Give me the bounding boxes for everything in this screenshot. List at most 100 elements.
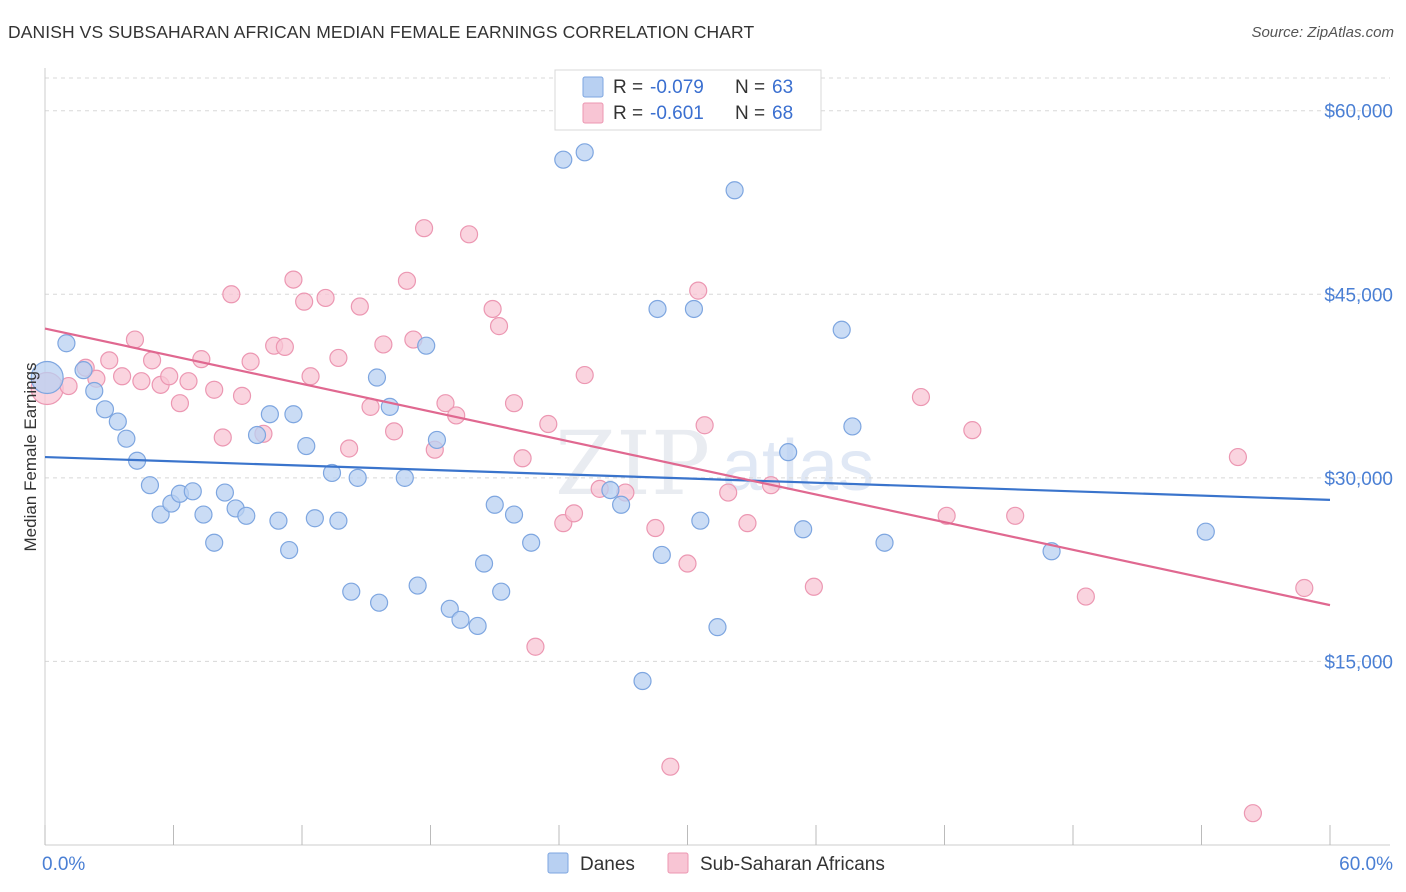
point-danes-36 xyxy=(440,599,459,618)
point-danes-19 xyxy=(260,405,279,424)
point-ssa-30 xyxy=(374,335,393,354)
bottom-legend-label-ssa: Sub-Saharan Africans xyxy=(700,854,885,875)
point-ssa-11 xyxy=(170,394,190,413)
point-ssa-41 xyxy=(504,394,524,413)
legend-swatch-danes xyxy=(582,76,604,98)
point-danes-32 xyxy=(395,468,414,487)
point-ssa-36 xyxy=(436,394,455,413)
point-danes-24 xyxy=(305,509,324,528)
point-ssa-18 xyxy=(241,352,260,371)
legend-r-value-1: -0.079 xyxy=(650,77,704,98)
point-ssa-23 xyxy=(295,292,314,311)
legend-r-label-1: R = xyxy=(613,77,643,98)
point-danes-28 xyxy=(348,468,367,487)
trend-line-ssa xyxy=(44,327,1331,607)
point-ssa-64 xyxy=(1228,447,1248,467)
point-ssa-16 xyxy=(222,285,241,304)
point-danes-6 xyxy=(117,429,136,448)
point-danes-23 xyxy=(297,436,316,456)
point-danes-46 xyxy=(601,480,620,500)
point-ssa-44 xyxy=(539,414,558,434)
point-ssa-39 xyxy=(483,299,502,319)
x-tick-label-min: 0.0% xyxy=(42,854,85,875)
point-danes-0 xyxy=(30,360,64,395)
point-danes-18 xyxy=(247,425,267,445)
watermark: ZIP atlas xyxy=(555,412,874,515)
point-danes-57 xyxy=(832,320,851,339)
point-danes-5 xyxy=(108,412,127,431)
y-tick-label-3: $60,000 xyxy=(1324,102,1393,123)
point-danes-13 xyxy=(194,505,213,524)
point-ssa-22 xyxy=(284,270,303,289)
legend-n-value-1: 63 xyxy=(772,77,793,98)
point-danes-15 xyxy=(215,483,234,502)
point-danes-50 xyxy=(652,545,671,565)
point-danes-2 xyxy=(74,361,93,380)
watermark-atlas: atlas xyxy=(722,426,874,506)
point-danes-26 xyxy=(329,511,348,530)
point-danes-45 xyxy=(575,143,594,162)
point-ssa-28 xyxy=(350,297,369,316)
point-ssa-47 xyxy=(575,365,594,385)
series-legend: Danes Sub-Saharan Africans xyxy=(547,852,885,875)
point-ssa-43 xyxy=(526,637,545,656)
point-ssa-54 xyxy=(695,416,714,435)
trend-lines xyxy=(44,327,1331,607)
point-ssa-13 xyxy=(192,350,211,369)
point-danes-27 xyxy=(342,582,361,601)
bottom-legend-swatch-danes xyxy=(547,852,569,874)
point-ssa-10 xyxy=(160,367,179,386)
point-ssa-31 xyxy=(384,422,404,441)
legend-r-value-2: -0.601 xyxy=(650,103,704,124)
point-ssa-12 xyxy=(179,372,198,391)
y-tick-label-0: $15,000 xyxy=(1324,652,1393,673)
point-danes-4 xyxy=(95,400,115,419)
point-ssa-25 xyxy=(316,288,335,308)
point-ssa-56 xyxy=(738,514,757,533)
x-tick-labels: 0.0% 60.0% xyxy=(42,854,1393,875)
point-danes-52 xyxy=(691,511,710,530)
axes xyxy=(44,68,1390,846)
point-danes-40 xyxy=(485,495,504,514)
point-danes-9 xyxy=(151,505,170,524)
point-ssa-50 xyxy=(646,518,665,538)
source-credit: Source: ZipAtlas.com xyxy=(1251,24,1394,41)
point-ssa-7 xyxy=(132,372,151,391)
point-ssa-52 xyxy=(678,554,697,573)
point-ssa-21 xyxy=(275,337,294,357)
point-danes-39 xyxy=(474,554,494,573)
point-danes-49 xyxy=(648,299,667,319)
point-danes-48 xyxy=(633,671,652,691)
point-ssa-59 xyxy=(911,387,931,407)
point-ssa-38 xyxy=(459,225,479,244)
point-danes-34 xyxy=(417,336,436,355)
point-danes-42 xyxy=(504,505,524,524)
point-danes-22 xyxy=(284,405,303,424)
y-tick-labels: $15,000 $30,000 $45,000 $60,000 xyxy=(1324,102,1393,674)
point-ssa-34 xyxy=(414,219,434,238)
point-ssa-65 xyxy=(1243,804,1263,823)
point-danes-59 xyxy=(875,533,894,552)
data-points xyxy=(30,143,1314,823)
point-danes-33 xyxy=(408,576,427,595)
point-ssa-61 xyxy=(963,421,982,440)
point-ssa-32 xyxy=(397,271,417,290)
point-ssa-42 xyxy=(513,449,532,468)
point-ssa-17 xyxy=(232,386,252,405)
legend-swatch-ssa xyxy=(582,102,604,124)
point-ssa-55 xyxy=(719,483,738,502)
legend-n-label-2: N = xyxy=(735,103,765,124)
point-danes-53 xyxy=(708,618,727,637)
point-danes-56 xyxy=(794,520,813,539)
point-danes-12 xyxy=(183,482,202,501)
chart-title: DANISH VS SUBSAHARAN AFRICAN MEDIAN FEMA… xyxy=(8,22,755,42)
point-danes-29 xyxy=(367,368,387,387)
point-danes-58 xyxy=(843,417,862,436)
point-danes-1 xyxy=(57,334,76,353)
point-ssa-4 xyxy=(100,351,119,370)
bottom-legend-swatch-ssa xyxy=(667,852,689,874)
point-danes-61 xyxy=(1196,522,1215,541)
legend-r-label-2: R = xyxy=(613,103,643,124)
point-ssa-58 xyxy=(804,577,823,596)
